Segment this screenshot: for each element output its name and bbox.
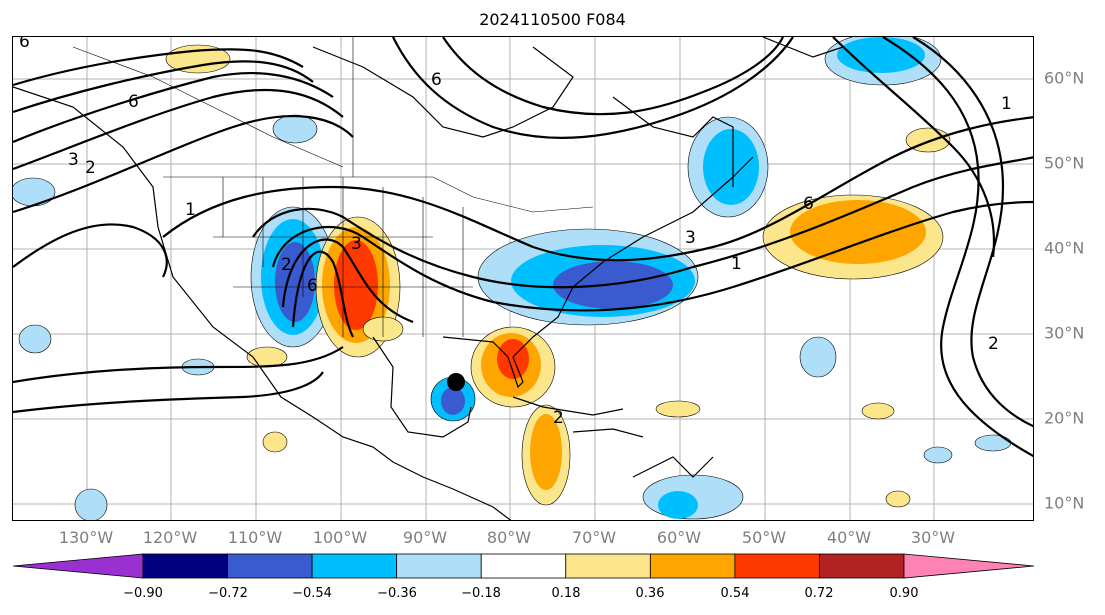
colorbar-tick-label: 0.90 (889, 586, 919, 601)
lon-label: 40°W (826, 528, 872, 547)
contour-label: 6 (431, 70, 442, 90)
contour-label: 2 (281, 255, 292, 275)
lon-label: 120°W (142, 528, 198, 547)
colorbar-tick-label: −0.18 (461, 586, 501, 601)
lat-label: 40°N (1044, 238, 1085, 258)
map-panel: 6 6 3 2 1 6 3 2 6 3 1 6 2 2 1 (12, 36, 1034, 521)
lon-label: 60°W (656, 528, 702, 547)
lat-label: 20°N (1044, 408, 1085, 428)
contour-label: 6 (19, 37, 30, 52)
lon-label: 110°W (227, 528, 283, 547)
lon-label: 80°W (486, 528, 532, 547)
lat-label: 10°N (1044, 493, 1085, 513)
lon-label: 30°W (910, 528, 956, 547)
contour-label: 6 (803, 194, 814, 214)
colorbar-segment (649, 553, 736, 579)
contour-label: 6 (307, 276, 318, 296)
contour-label-group: 6 6 3 2 1 6 3 2 6 3 1 6 2 2 1 (19, 37, 1012, 428)
contour-label: 2 (988, 334, 999, 354)
colorbar-tick-label: −0.90 (123, 586, 163, 601)
colorbar-segment (227, 553, 313, 579)
borders (72, 37, 594, 337)
colorbar-tick-label: −0.54 (292, 586, 332, 601)
colorbar-segment (396, 553, 482, 579)
contour-label: 3 (351, 234, 362, 254)
contour-label: 6 (128, 92, 139, 112)
contour-label: 3 (68, 150, 79, 170)
colorbar-segment (565, 553, 651, 579)
colorbar-segment (734, 553, 820, 579)
map-title: 2024110500 F084 (479, 10, 626, 29)
lat-label: 60°N (1044, 68, 1085, 88)
weather-map: 6 6 3 2 1 6 3 2 6 3 1 6 2 2 1 (13, 37, 1033, 520)
coastlines (13, 37, 844, 520)
colorbar-segment (142, 553, 228, 579)
lat-label: 50°N (1044, 153, 1085, 173)
contour-label: 3 (685, 228, 696, 248)
lat-label: 30°N (1044, 323, 1085, 343)
shaded-field (13, 37, 1012, 520)
contour-label: 1 (1001, 94, 1012, 114)
colorbar-tick-label: 0.36 (635, 586, 665, 601)
colorbar-extend-low (12, 553, 144, 579)
contour-label: 1 (731, 254, 742, 274)
contour-label: 2 (553, 408, 564, 428)
lon-label: 50°W (741, 528, 787, 547)
colorbar-extend-high (903, 553, 1035, 579)
lon-label: 70°W (571, 528, 617, 547)
storm-center-marker (447, 373, 465, 391)
colorbar-tick-label: −0.36 (377, 586, 417, 601)
lon-label: 100°W (312, 528, 368, 547)
lon-label: 90°W (402, 528, 448, 547)
colorbar-segment (480, 553, 567, 579)
colorbar-tick-label: −0.72 (208, 586, 248, 601)
colorbar-tick-label: 0.72 (804, 586, 834, 601)
contour-label: 2 (85, 158, 96, 178)
lon-label: 130°W (58, 528, 114, 547)
colorbar-segment (819, 553, 905, 579)
colorbar-tick-label: 0.18 (551, 586, 581, 601)
colorbar-tick-label: 0.54 (720, 586, 750, 601)
contour-label: 1 (185, 200, 196, 220)
colorbar (12, 553, 1035, 579)
colorbar-segment (311, 553, 398, 579)
contour-lines (13, 37, 1033, 458)
